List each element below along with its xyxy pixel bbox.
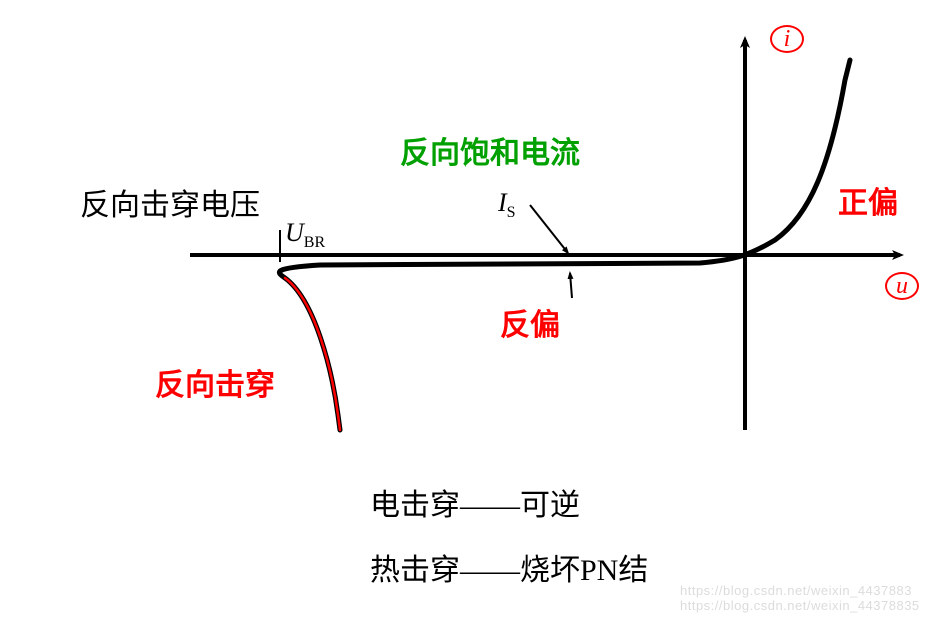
watermark-line-1: https://blog.csdn.net/weixin_4437883	[680, 583, 912, 598]
note-thermal-breakdown: 热击穿——烧坏PN结	[370, 545, 648, 589]
u-axis-label: u	[885, 272, 919, 300]
iv-curve-breakdown-overlay	[285, 278, 340, 430]
iv-curve	[279, 60, 850, 430]
is-arrow-bottom	[570, 273, 572, 298]
is-arrow-top	[530, 205, 568, 253]
reverse-saturation-label: 反向饱和电流	[400, 128, 580, 172]
reverse-breakdown-label: 反向击穿	[155, 360, 275, 404]
is-label: IS	[498, 188, 516, 222]
forward-bias-label: 正偏	[838, 178, 898, 222]
watermark-line-2: https://blog.csdn.net/weixin_44378835	[680, 598, 920, 613]
note-electrical-breakdown: 电击穿——可逆	[370, 480, 580, 524]
ubr-label: UBR	[285, 218, 325, 252]
i-axis-label: i	[770, 25, 804, 53]
reverse-breakdown-voltage-label: 反向击穿电压	[80, 180, 260, 224]
iv-curve-svg	[0, 0, 945, 618]
reverse-bias-label: 反偏	[500, 300, 560, 344]
